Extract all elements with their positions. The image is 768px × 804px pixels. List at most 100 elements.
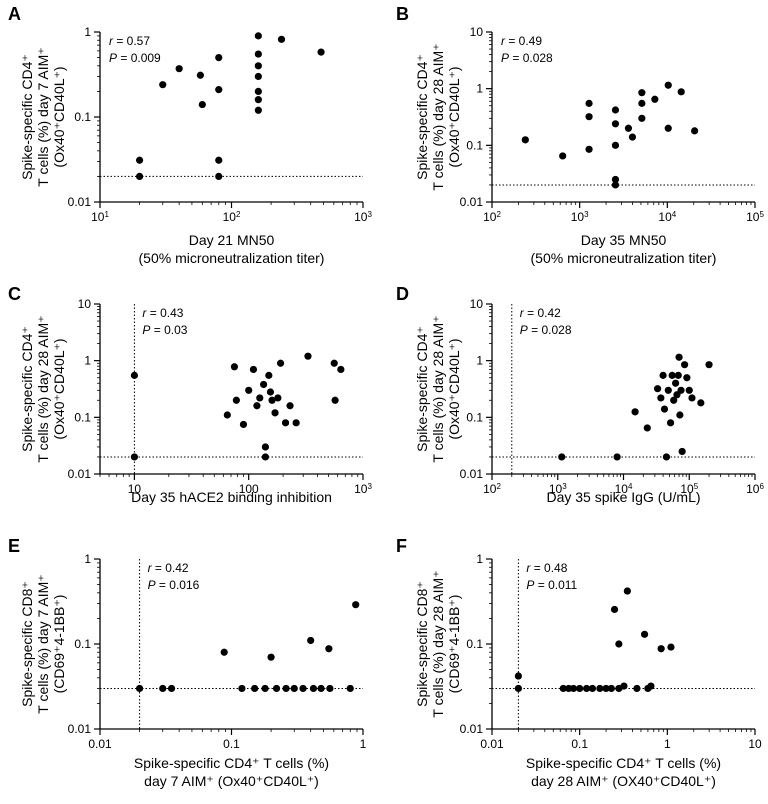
data-point <box>615 640 623 648</box>
data-point <box>268 396 276 404</box>
y-tick-label: 1 <box>84 25 91 39</box>
data-point <box>588 684 597 693</box>
x-axis-label: Day 35 spike IgG (U/mL) <box>546 489 700 505</box>
data-point <box>670 396 678 404</box>
data-point <box>304 352 312 360</box>
x-tick-label: 103 <box>354 482 372 497</box>
data-point <box>611 106 620 114</box>
data-point <box>691 127 699 135</box>
y-tick-label: 1 <box>476 82 483 96</box>
y-axis-label: Spike-specific CD4⁺T cells (%) day 28 AI… <box>414 43 462 190</box>
x-tick-label: 101 <box>91 210 109 225</box>
data-point <box>337 365 345 374</box>
data-point <box>651 95 659 103</box>
x-tick-label: 105 <box>746 210 764 225</box>
data-point <box>352 601 360 609</box>
data-point <box>583 684 591 693</box>
data-point <box>196 71 204 79</box>
data-point <box>254 72 262 81</box>
data-point <box>558 453 566 461</box>
x-axis-label: Spike-specific CD4⁺ T cells (%) day 7 AIM… <box>134 755 329 789</box>
y-tick-label: 1 <box>476 354 483 368</box>
data-point <box>664 124 672 132</box>
data-point <box>290 684 298 693</box>
data-point <box>274 394 282 402</box>
data-point <box>653 385 662 393</box>
x-minor-ticks <box>511 474 753 477</box>
chart-panel-c: C 10 100 103 0.01 0.1 1 10 r = 0.43 P = 0.03 Spike… <box>8 284 372 505</box>
x-minor-ticks <box>99 474 359 477</box>
data-point <box>167 684 176 693</box>
data-point <box>633 684 641 693</box>
data-point <box>331 396 339 404</box>
y-tick-label: 0.1 <box>74 410 91 424</box>
data-point <box>254 32 262 40</box>
data-point <box>232 396 240 404</box>
data-point <box>559 684 567 693</box>
panel-letter: B <box>396 4 409 24</box>
chart-panel-a: A 101 102 103 0.01 0.1 1 r = 0.57 P = 0.009 Spike… <box>8 4 372 266</box>
x-tick-label: 105 <box>680 482 698 497</box>
data-point <box>238 684 246 693</box>
p-value: P = 0.009 <box>109 51 161 65</box>
y-minor-ticks <box>489 34 492 186</box>
data-point <box>674 371 682 379</box>
data-point <box>220 648 228 656</box>
p-value: P = 0.03 <box>142 323 187 337</box>
data-point <box>251 684 259 693</box>
x-tick-label: 106 <box>746 482 764 497</box>
panel-letter: D <box>396 284 409 304</box>
data-point <box>299 684 307 693</box>
data-point <box>638 99 646 107</box>
panel-letter: F <box>396 536 407 556</box>
data-point <box>261 453 270 461</box>
data-point <box>638 89 646 97</box>
data-point <box>307 636 315 645</box>
data-point <box>705 361 713 369</box>
data-point <box>675 353 683 361</box>
x-axis-label: Day 21 MN50 (50% microneutralization tite… <box>139 232 325 266</box>
y-axis-label: Spike-specific CD4⁺T cells (%) day 28 AI… <box>414 315 462 462</box>
data-point <box>266 388 275 396</box>
y-minor-ticks <box>97 562 100 704</box>
data-point <box>683 374 691 382</box>
data-point <box>667 643 675 651</box>
y-tick-label: 0.01 <box>68 195 92 209</box>
data-point <box>602 684 610 693</box>
data-point <box>576 684 584 693</box>
data-point <box>254 96 262 104</box>
p-value: P = 0.028 <box>520 323 572 337</box>
data-point <box>159 81 167 89</box>
data-point <box>628 133 637 141</box>
x-tick-label: 104 <box>658 210 676 225</box>
y-tick-label: 0.1 <box>74 110 91 124</box>
data-point <box>657 394 665 402</box>
data-point <box>640 630 649 638</box>
data-point <box>256 394 264 402</box>
panel-letter: C <box>8 284 21 304</box>
x-tick-label: 0.01 <box>480 737 504 751</box>
data-point <box>215 172 223 181</box>
data-point <box>326 684 334 693</box>
x-minor-ticks <box>517 202 752 205</box>
data-point <box>611 141 620 149</box>
data-point <box>678 447 686 456</box>
y-tick-label: 10 <box>470 297 484 311</box>
p-value: P = 0.028 <box>501 51 553 65</box>
y-axis-label: Spike-specific CD8⁺T cells (%) day 7 AIM… <box>19 574 67 713</box>
data-point <box>272 684 281 693</box>
x-tick-label: 100 <box>239 482 259 496</box>
chart-panel-f: F 0.01 0.1 1 10 0.01 0.1 1 r = 0.48 P = 0.011 Spik… <box>396 536 762 789</box>
data-point <box>346 684 354 693</box>
data-point <box>681 361 689 369</box>
y-tick-label: 0.1 <box>74 637 91 651</box>
p-value: P = 0.016 <box>148 578 200 592</box>
data-point <box>292 419 300 427</box>
y-tick-label: 0.01 <box>460 467 484 481</box>
data-points <box>135 601 360 693</box>
x-tick-label: 0.01 <box>88 737 112 751</box>
x-tick-label: 102 <box>223 210 241 225</box>
x-tick-label: 103 <box>354 210 372 225</box>
data-point <box>685 386 693 394</box>
y-tick-label: 0.01 <box>68 722 92 736</box>
